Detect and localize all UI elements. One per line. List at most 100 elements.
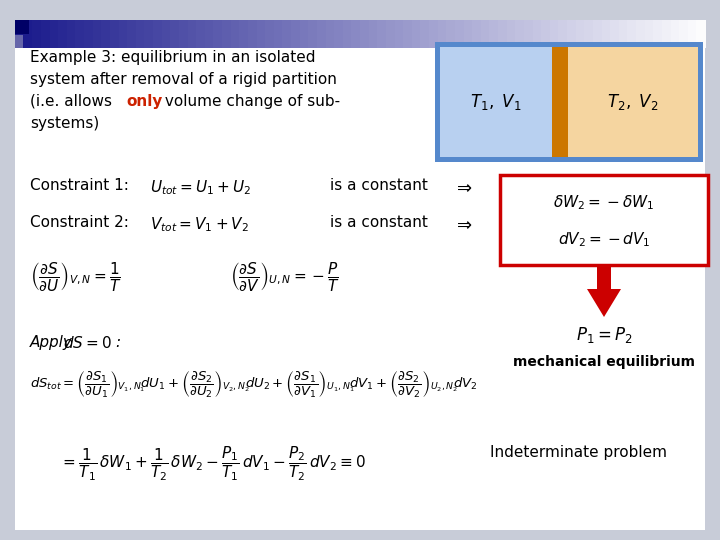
Bar <box>552 47 568 157</box>
Text: $\Rightarrow$: $\Rightarrow$ <box>453 178 473 196</box>
Bar <box>420 20 430 48</box>
Bar <box>145 20 154 48</box>
Bar <box>472 20 482 48</box>
Text: $\mathit{T_2,\ V_2}$: $\mathit{T_2,\ V_2}$ <box>607 92 659 112</box>
Text: $U_{tot} = U_1 + U_2$: $U_{tot} = U_1 + U_2$ <box>150 178 251 197</box>
Text: $V_{tot} = V_1 + V_2$: $V_{tot} = V_1 + V_2$ <box>150 215 249 234</box>
Bar <box>50 20 59 48</box>
Text: $\delta W_2 = -\delta W_1$: $\delta W_2 = -\delta W_1$ <box>554 194 654 212</box>
Text: $\left(\dfrac{\partial S}{\partial U}\right)_{V,N} = \dfrac{1}{T}$: $\left(\dfrac{\partial S}{\partial U}\ri… <box>30 260 122 293</box>
Text: $\left(\dfrac{\partial S}{\partial V}\right)_{U,N} = -\dfrac{P}{T}$: $\left(\dfrac{\partial S}{\partial V}\ri… <box>230 260 340 293</box>
Bar <box>93 20 102 48</box>
Bar <box>636 20 646 48</box>
Bar <box>317 20 326 48</box>
Bar <box>360 20 369 48</box>
Bar <box>187 20 197 48</box>
Bar <box>76 20 85 48</box>
Text: $dV_2 = -dV_1$: $dV_2 = -dV_1$ <box>558 231 650 249</box>
Text: (i.e. allows: (i.e. allows <box>30 94 117 109</box>
Bar <box>153 20 163 48</box>
Bar <box>256 20 266 48</box>
Text: Indeterminate problem: Indeterminate problem <box>490 445 667 460</box>
Text: only: only <box>126 94 163 109</box>
Bar <box>369 20 378 48</box>
Bar <box>351 20 361 48</box>
Text: is a constant: is a constant <box>330 215 428 230</box>
Bar <box>248 20 258 48</box>
Bar <box>308 20 318 48</box>
Bar <box>490 20 499 48</box>
Bar <box>618 20 629 48</box>
Bar <box>584 20 594 48</box>
Bar <box>412 20 421 48</box>
Bar <box>15 20 24 48</box>
Bar <box>568 47 698 157</box>
Text: mechanical equilibrium: mechanical equilibrium <box>513 355 695 369</box>
Bar <box>274 20 284 48</box>
Bar <box>446 20 456 48</box>
Text: volume change of sub-: volume change of sub- <box>160 94 340 109</box>
Bar <box>541 20 551 48</box>
Bar <box>696 20 706 48</box>
Bar <box>102 20 111 48</box>
Bar <box>524 20 534 48</box>
Text: systems): systems) <box>30 116 99 131</box>
Text: is a constant: is a constant <box>330 178 428 193</box>
Bar <box>610 20 620 48</box>
Polygon shape <box>587 289 621 317</box>
Bar <box>550 20 559 48</box>
Bar <box>110 20 120 48</box>
Bar <box>481 20 490 48</box>
Bar <box>230 20 240 48</box>
Bar <box>300 20 310 48</box>
Bar <box>67 20 76 48</box>
Bar <box>377 20 387 48</box>
Bar <box>222 20 232 48</box>
Text: Apply: Apply <box>30 335 78 350</box>
Bar <box>282 20 292 48</box>
Bar <box>119 20 128 48</box>
Bar <box>386 20 395 48</box>
Bar <box>24 20 33 48</box>
Bar <box>644 20 654 48</box>
Bar <box>662 20 672 48</box>
Bar <box>601 20 611 48</box>
Text: Constraint 2:: Constraint 2: <box>30 215 129 230</box>
Bar <box>464 20 473 48</box>
Bar <box>239 20 249 48</box>
Text: $\Rightarrow$: $\Rightarrow$ <box>453 215 473 233</box>
Bar <box>575 20 585 48</box>
Bar <box>343 20 352 48</box>
Bar <box>438 20 447 48</box>
Bar <box>498 20 508 48</box>
Bar <box>196 20 206 48</box>
Bar <box>435 42 703 162</box>
Bar <box>161 20 171 48</box>
Bar <box>440 47 552 157</box>
Bar <box>325 20 335 48</box>
Bar <box>291 20 301 48</box>
Bar <box>179 20 189 48</box>
Bar <box>58 20 68 48</box>
Bar <box>597 265 611 289</box>
Text: $P_1 = P_2$: $P_1 = P_2$ <box>576 325 632 345</box>
Bar <box>170 20 180 48</box>
Bar <box>84 20 94 48</box>
Bar <box>688 20 698 48</box>
Bar <box>507 20 516 48</box>
Bar <box>429 20 438 48</box>
Text: $dS = 0$: $dS = 0$ <box>63 335 112 351</box>
Bar <box>204 20 215 48</box>
Text: Example 3: equilibrium in an isolated: Example 3: equilibrium in an isolated <box>30 50 315 65</box>
Bar <box>679 20 689 48</box>
Bar <box>136 20 145 48</box>
Bar <box>395 20 404 48</box>
Bar <box>516 20 525 48</box>
Bar <box>15 20 29 34</box>
Bar <box>533 20 542 48</box>
Bar <box>265 20 275 48</box>
Bar <box>455 20 464 48</box>
Text: system after removal of a rigid partition: system after removal of a rigid partitio… <box>30 72 337 87</box>
Bar <box>334 20 343 48</box>
Bar <box>653 20 663 48</box>
